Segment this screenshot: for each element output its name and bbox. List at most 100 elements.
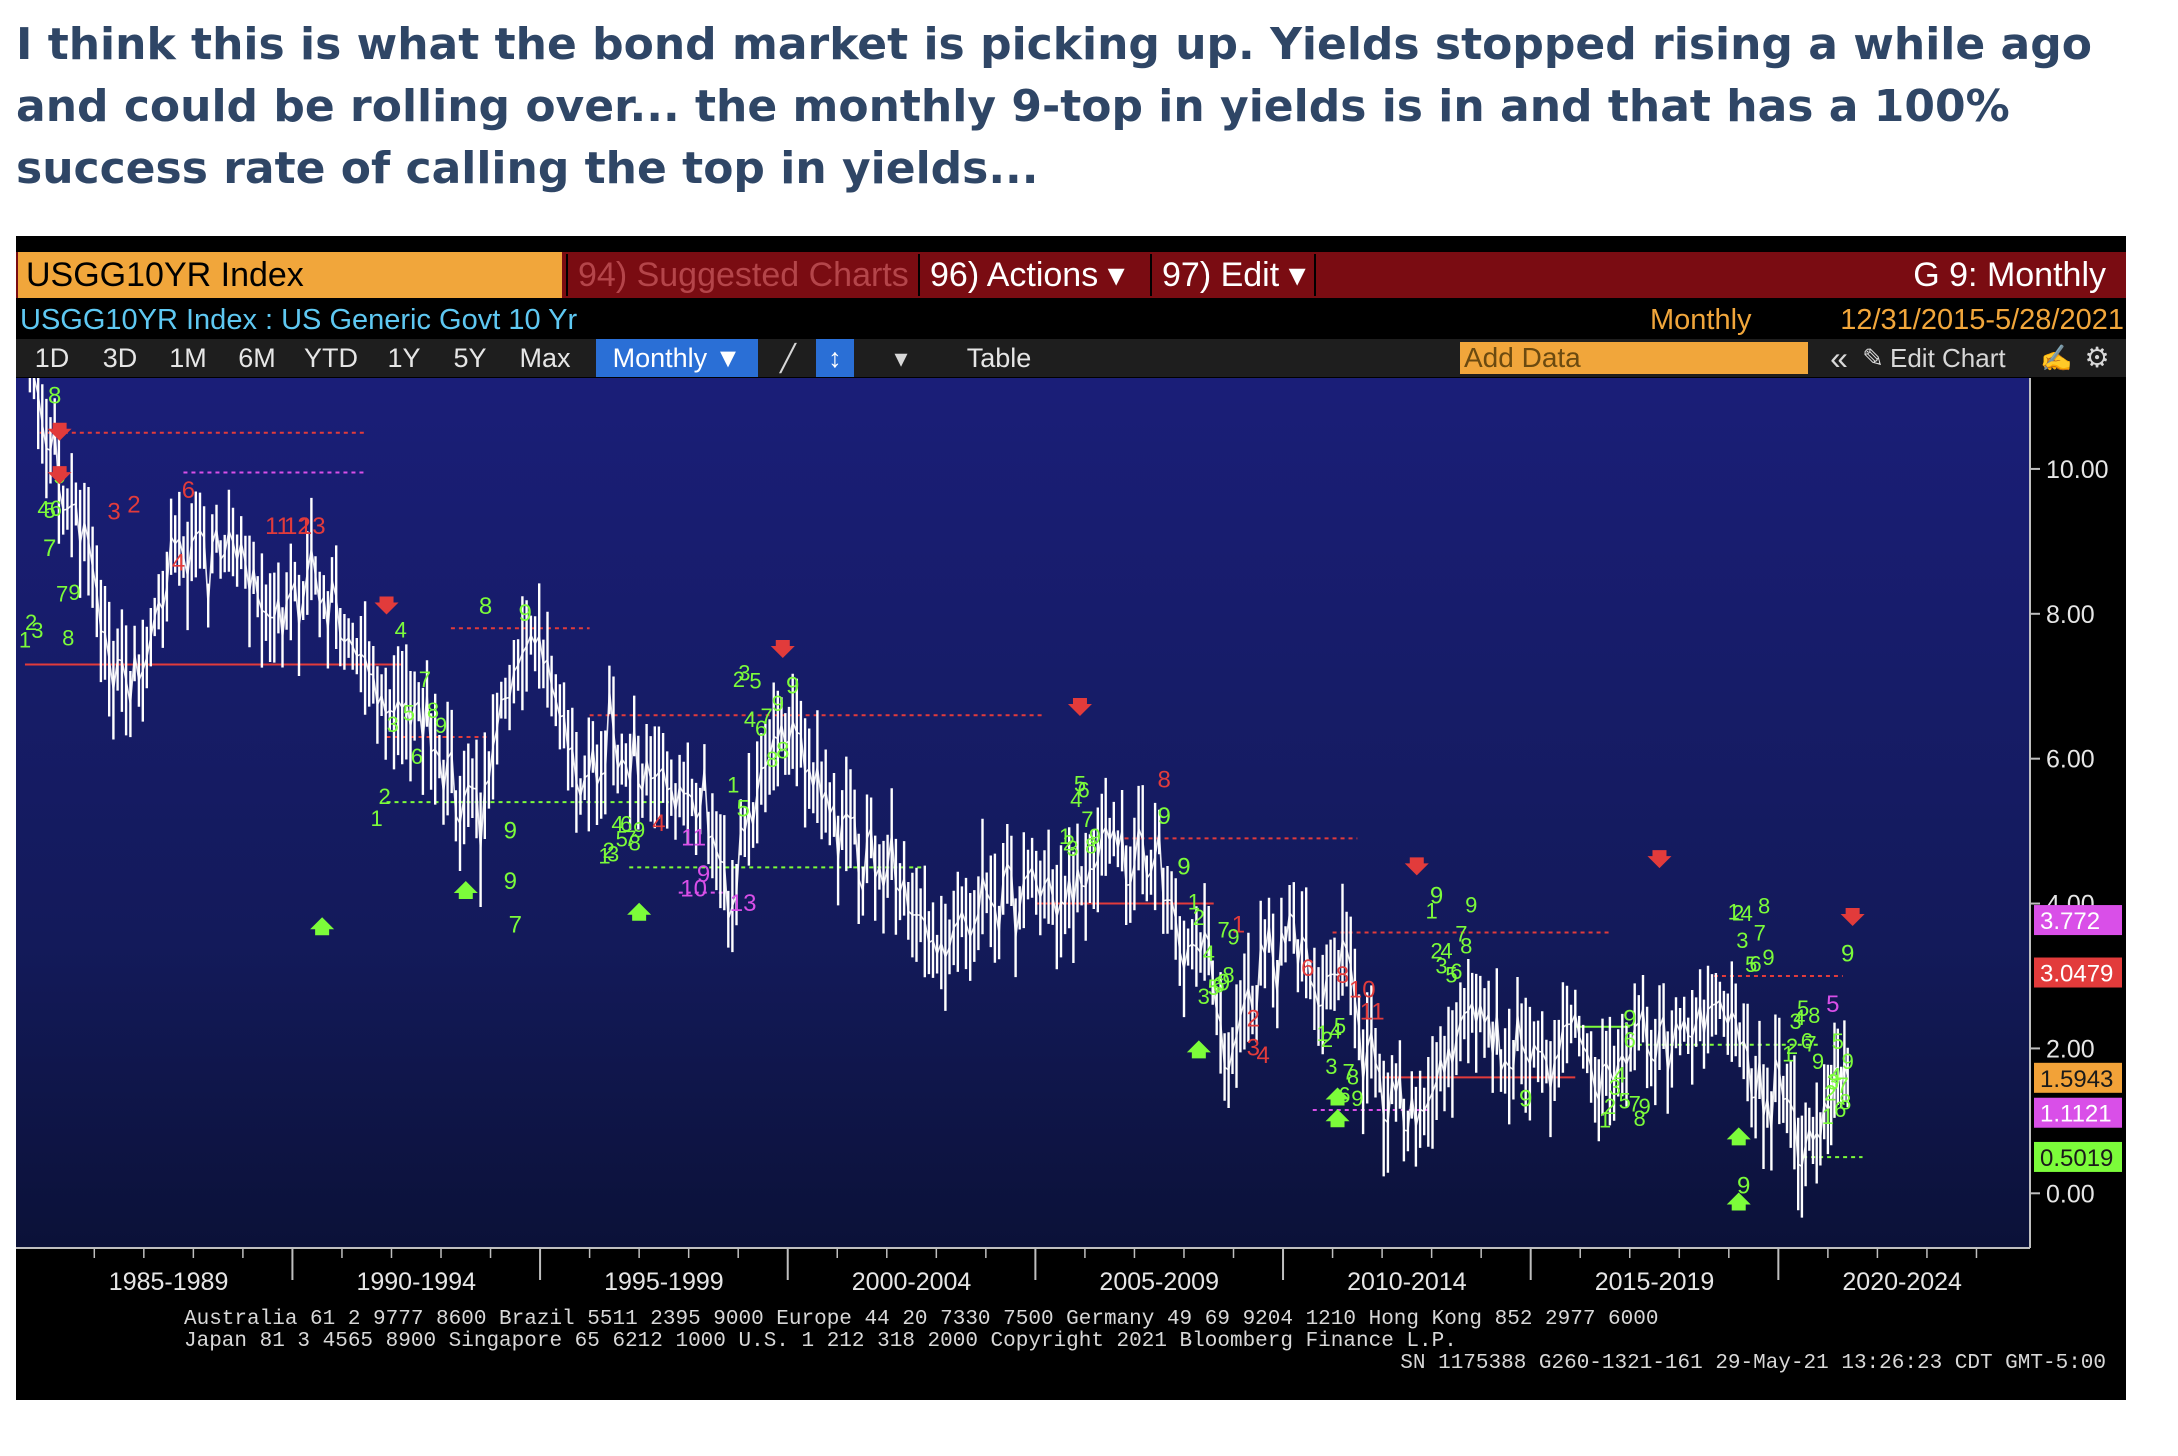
- count-digit: 11: [681, 825, 706, 852]
- setup-digit: 2: [1063, 831, 1075, 856]
- setup-digit: 6: [620, 812, 632, 837]
- sell-arrow-icon: [770, 640, 795, 659]
- setup-digit: 1: [727, 773, 739, 798]
- setup-digit: 6: [411, 744, 423, 769]
- range-button-5y[interactable]: 5Y: [453, 343, 487, 373]
- range-button-1d[interactable]: 1D: [34, 343, 70, 373]
- setup-digit: 6: [1213, 973, 1225, 998]
- setup-digit: 1: [1599, 1108, 1611, 1133]
- setup-digit: 8: [766, 747, 778, 772]
- pencil-icon[interactable]: ✎: [1862, 343, 1884, 373]
- last-value-tag: [2034, 1097, 2122, 1128]
- setup-digit: 4: [744, 707, 756, 732]
- monthly-dropdown[interactable]: Monthly ▼: [596, 339, 758, 377]
- count-digit: 2: [127, 491, 140, 518]
- buy-arrow-icon: [453, 881, 478, 900]
- edit-icon[interactable]: ✍: [2040, 343, 2073, 373]
- setup-digit: 1: [1426, 898, 1438, 923]
- setup-digit: 1: [1317, 1021, 1329, 1046]
- table-button[interactable]: Table: [966, 343, 1032, 373]
- footer-line-2: Japan 81 3 4565 8900 Singapore 65 6212 1…: [184, 1330, 1457, 1353]
- count-digit: 8: [48, 383, 61, 410]
- setup-digit: 6: [1749, 951, 1761, 976]
- x-tick-label: 2015-2019: [1595, 1268, 1715, 1296]
- gear-icon[interactable]: ⚙: [2084, 342, 2110, 373]
- price-series: [28, 340, 1849, 1218]
- setup-digit: 5: [44, 498, 56, 523]
- setup-digit: 4: [37, 496, 49, 521]
- setup-digit: 2: [1321, 1027, 1333, 1052]
- setup-digit: 3: [607, 842, 619, 867]
- count-digit: 9: [1519, 1085, 1532, 1112]
- setup-digit: 7: [1837, 1073, 1849, 1098]
- menu-separator: [1314, 254, 1316, 296]
- range-button-6m[interactable]: 6M: [238, 343, 276, 373]
- edit-menu[interactable]: 97) Edit ▾: [1162, 256, 1306, 294]
- setup-digit: 5: [1074, 771, 1086, 796]
- setup-digit: 4: [395, 618, 407, 643]
- last-value-tag-label: 3.772: [2040, 908, 2100, 935]
- line-chart-icon[interactable]: ╱: [780, 343, 796, 373]
- setup-digit: 1: [1782, 1041, 1794, 1066]
- buy-arrow-icon: [310, 917, 335, 936]
- count-digit: 5: [1826, 991, 1839, 1018]
- setup-digit: 7: [1343, 1060, 1355, 1085]
- menu-separator: [918, 254, 920, 296]
- count-digit: 1: [1232, 912, 1245, 939]
- count-digit: 9: [504, 868, 517, 895]
- count-digit: 11: [1360, 998, 1385, 1025]
- setup-digit: 9: [1842, 1049, 1854, 1074]
- range-button-max[interactable]: Max: [519, 343, 571, 373]
- sell-arrow-icon: [1647, 850, 1672, 869]
- setup-digit: 5: [1208, 975, 1220, 1000]
- setup-digit: 4: [1440, 939, 1452, 964]
- count-digit: 9: [697, 861, 710, 888]
- setup-digit: 7: [761, 704, 773, 729]
- setup-digit: 8: [1460, 934, 1472, 959]
- count-digit: 9: [1737, 1172, 1750, 1199]
- setup-digit: 1: [19, 628, 31, 653]
- setup-digit: 7: [624, 826, 636, 851]
- setup-digit: 7: [419, 667, 431, 692]
- count-digit: 7: [509, 912, 522, 939]
- count-digit: 9: [1217, 969, 1230, 996]
- suggested-charts-menu[interactable]: 94) Suggested Charts: [578, 256, 909, 294]
- setup-digit: 8: [629, 830, 641, 855]
- last-value-tag: [2034, 1141, 2122, 1172]
- setup-digit: 2: [1732, 901, 1744, 926]
- td-count-markers: 8973246111213978949598911131098999956810…: [19, 383, 1865, 1211]
- range-button-1m[interactable]: 1M: [169, 343, 207, 373]
- range-button-1y[interactable]: 1Y: [387, 343, 421, 373]
- setup-digit: 1: [1822, 1104, 1834, 1129]
- range-button-ytd[interactable]: YTD: [304, 343, 358, 373]
- setup-digit: 9: [1089, 824, 1101, 849]
- setup-digit: 2: [733, 667, 745, 692]
- count-digit: 11: [265, 513, 290, 540]
- setup-digit: 4: [611, 811, 623, 836]
- setup-digit: 5: [1619, 1089, 1631, 1114]
- add-data-input[interactable]: Add Data: [1460, 342, 1808, 374]
- count-digit: 10: [680, 875, 707, 902]
- bar-chart-icon[interactable]: ↕: [816, 339, 854, 377]
- buy-arrow-icon: [627, 902, 652, 921]
- security-name: USGG10YR Index : US Generic Govt 10 Yr: [20, 304, 578, 336]
- date-range[interactable]: 12/31/2015-5/28/2021: [1840, 304, 2124, 336]
- chevron-down-icon[interactable]: ▾: [894, 343, 908, 373]
- ticker-field[interactable]: USGG10YR Index: [18, 252, 562, 298]
- count-digit: 3: [107, 499, 120, 526]
- setup-digit: 7: [56, 582, 68, 607]
- setup-digit: 4: [1070, 787, 1082, 812]
- range-button-3d[interactable]: 3D: [102, 343, 138, 373]
- setup-digit: 2: [25, 610, 37, 635]
- actions-menu[interactable]: 96) Actions ▾: [930, 256, 1125, 294]
- setup-digit: 5: [1797, 996, 1809, 1021]
- setup-digit: 3: [1609, 1075, 1621, 1100]
- setup-digit: 8: [1839, 1089, 1851, 1114]
- setup-digit: 5: [1334, 1013, 1346, 1038]
- setup-digit: 5: [1445, 962, 1457, 987]
- count-digit: 9: [1157, 803, 1170, 830]
- count-digit: 9: [504, 817, 517, 844]
- setup-digit: 2: [603, 838, 615, 863]
- edit-chart-button[interactable]: Edit Chart: [1890, 343, 2006, 373]
- collapse-button[interactable]: «: [1830, 340, 1848, 376]
